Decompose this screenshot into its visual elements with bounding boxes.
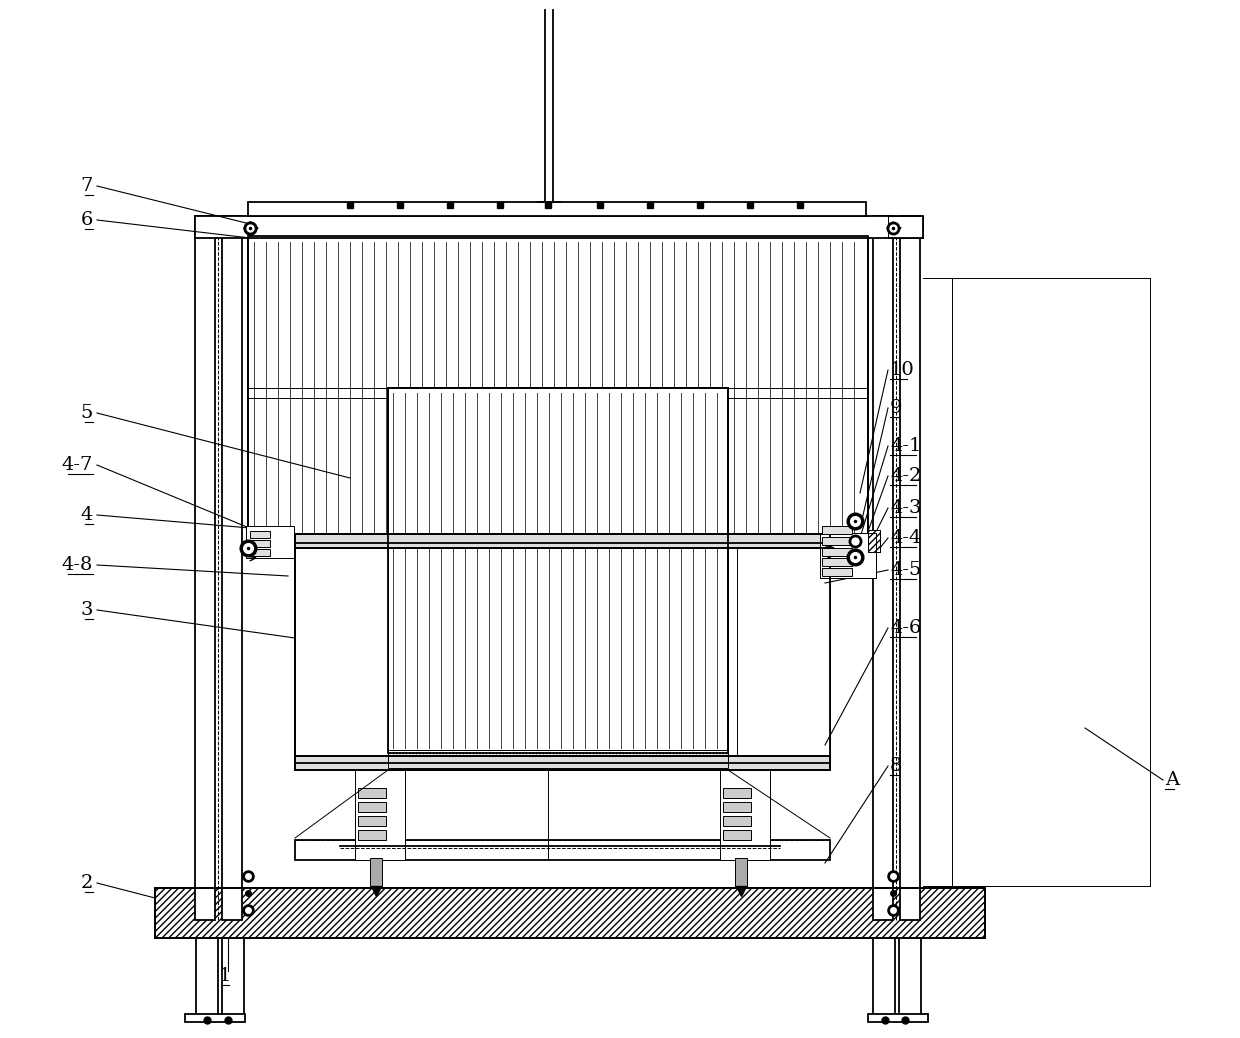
- Text: 4-4: 4-4: [890, 529, 921, 547]
- Bar: [868, 530, 880, 552]
- Bar: [295, 756, 830, 770]
- Bar: [899, 938, 921, 1018]
- Bar: [358, 802, 386, 812]
- Bar: [295, 543, 830, 763]
- Bar: [195, 216, 215, 920]
- Text: A: A: [1166, 771, 1179, 789]
- Bar: [900, 216, 920, 920]
- Bar: [222, 216, 242, 920]
- Bar: [735, 858, 746, 887]
- Text: 4-1: 4-1: [890, 437, 921, 455]
- Bar: [358, 830, 386, 840]
- Bar: [388, 750, 728, 768]
- Bar: [370, 858, 382, 887]
- Text: 4: 4: [81, 506, 93, 524]
- Bar: [822, 558, 852, 566]
- Text: 7: 7: [81, 177, 93, 195]
- Bar: [723, 816, 751, 826]
- Bar: [250, 531, 270, 538]
- Bar: [295, 543, 830, 763]
- Bar: [358, 816, 386, 826]
- Bar: [720, 770, 770, 861]
- Bar: [888, 216, 923, 238]
- Bar: [822, 537, 852, 545]
- Bar: [295, 534, 830, 548]
- Bar: [388, 388, 728, 753]
- Bar: [723, 788, 751, 798]
- Bar: [196, 938, 218, 1018]
- Bar: [295, 840, 830, 861]
- Text: 4-2: 4-2: [890, 467, 921, 485]
- Bar: [250, 549, 270, 556]
- Bar: [248, 236, 868, 548]
- Bar: [155, 887, 985, 938]
- Text: 9: 9: [890, 399, 903, 417]
- Bar: [246, 526, 294, 558]
- Bar: [155, 887, 985, 938]
- Text: 4-5: 4-5: [890, 561, 921, 579]
- Text: 3: 3: [81, 601, 93, 619]
- Bar: [873, 938, 895, 1018]
- Bar: [820, 532, 875, 578]
- Bar: [248, 236, 868, 548]
- Bar: [820, 532, 875, 578]
- Text: 5: 5: [81, 404, 93, 422]
- Bar: [295, 534, 830, 548]
- Bar: [250, 540, 270, 547]
- Text: 2: 2: [81, 874, 93, 892]
- Bar: [868, 530, 880, 552]
- Text: 4-6: 4-6: [890, 619, 921, 637]
- Bar: [822, 548, 852, 556]
- Text: 4-7: 4-7: [62, 456, 93, 474]
- Bar: [358, 788, 386, 798]
- Bar: [822, 568, 852, 576]
- Bar: [222, 938, 244, 1018]
- Bar: [873, 216, 893, 920]
- Bar: [737, 548, 830, 756]
- Bar: [723, 830, 751, 840]
- Bar: [295, 548, 388, 756]
- Bar: [388, 750, 728, 768]
- Text: 8: 8: [890, 757, 903, 775]
- Bar: [295, 756, 830, 770]
- Bar: [822, 526, 852, 534]
- Bar: [868, 1014, 928, 1022]
- Bar: [248, 202, 866, 216]
- Bar: [723, 802, 751, 812]
- Bar: [355, 770, 405, 861]
- Text: 1: 1: [218, 967, 231, 985]
- Bar: [888, 216, 923, 238]
- Text: 10: 10: [890, 361, 915, 379]
- Text: 4-3: 4-3: [890, 499, 921, 517]
- Text: 6: 6: [81, 211, 93, 229]
- Bar: [185, 1014, 246, 1022]
- Text: 4-8: 4-8: [62, 556, 93, 574]
- Bar: [195, 216, 923, 238]
- Bar: [388, 388, 728, 753]
